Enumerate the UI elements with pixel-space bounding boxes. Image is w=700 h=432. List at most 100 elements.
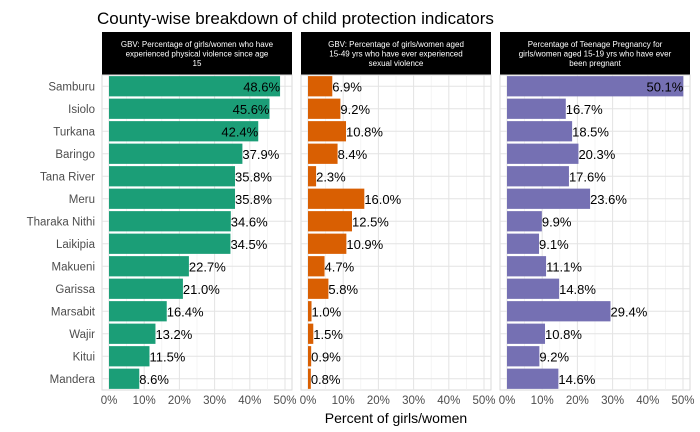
x-tick-label: 50% [273,395,296,407]
x-tick-label: 20% [168,395,191,407]
data-label: 16.7% [566,102,603,117]
x-tick-label: 10% [531,395,554,407]
bar [507,166,569,187]
bar [308,233,347,254]
category-label: Wajir [69,329,95,341]
data-label: 5.8% [328,282,358,297]
bar [507,301,611,322]
bar [507,368,559,389]
category-label: Turkana [53,126,95,138]
data-label: 1.0% [312,304,342,319]
x-tick-label: 30% [601,395,624,407]
facet-strip [500,32,690,75]
data-label: 11.5% [149,349,185,364]
x-tick-label: 50% [671,395,694,407]
data-label: 16.0% [364,192,401,207]
bar [109,278,183,299]
bar [308,166,317,187]
bar [109,121,259,142]
bar [507,346,540,367]
bar [109,76,281,97]
data-label: 35.8% [235,192,272,207]
bar [507,188,591,209]
data-label: 1.5% [313,327,343,342]
data-label: 0.9% [311,349,341,364]
facet-strip-label: sexual violence [369,59,424,68]
bar [507,98,566,119]
category-label: Isiolo [68,104,95,116]
x-tick-label: 40% [636,395,659,407]
facet-strip-label: GBV: Percentage of girls/women who have [121,40,274,49]
bar [109,368,140,389]
facet-strip [301,32,491,75]
data-label: 16.4% [167,304,204,319]
facet-strip-label: Percentage of Teenage Pregnancy for [528,40,663,49]
data-label: 10.8% [346,124,383,139]
x-tick-label: 10% [332,395,355,407]
data-label: 18.5% [572,124,609,139]
category-label: Marsabit [51,306,96,318]
data-label: 37.9% [242,147,279,162]
category-label: Meru [69,194,95,206]
data-label: 9.2% [539,349,569,364]
data-label: 9.1% [539,237,569,252]
facet-strip [102,32,292,75]
x-tick-label: 20% [566,395,589,407]
bar [109,346,150,367]
data-label: 12.5% [352,214,389,229]
data-label: 29.4% [610,304,647,319]
category-label: Garissa [55,284,95,296]
bar [109,166,236,187]
facet-strip-label: 15 [193,59,202,68]
category-label: Makueni [52,261,95,273]
x-tick-label: 40% [437,395,460,407]
data-label: 35.8% [235,169,272,184]
bar [308,278,329,299]
data-label: 4.7% [325,259,355,274]
bar [308,76,333,97]
data-label: 23.6% [590,192,627,207]
data-label: 48.6% [243,79,280,94]
bar [109,143,243,164]
bar [507,278,560,299]
data-label: 9.2% [340,102,370,117]
bar [308,121,347,142]
x-tick-label: 30% [203,395,226,407]
bar [507,256,547,277]
facet-strip-label: 15-49 yrs who have ever experienced [329,50,462,59]
category-label: Kitui [73,351,95,363]
category-label: Samburu [48,81,95,93]
data-label: 21.0% [183,282,220,297]
data-label: 11.1% [546,259,582,274]
bar [109,188,236,209]
data-label: 22.7% [189,259,226,274]
x-tick-label: 0% [499,395,516,407]
data-label: 17.6% [569,169,606,184]
bar [507,233,540,254]
bar [507,143,579,164]
bar [109,98,270,119]
data-label: 10.9% [346,237,383,252]
x-tick-label: 40% [238,395,261,407]
data-label: 50.1% [646,79,683,94]
bar [308,301,312,322]
facet-strip-label: experienced physical violence since age [126,50,269,59]
bar [109,256,189,277]
x-tick-label: 10% [133,395,156,407]
bar [109,301,167,322]
bar [308,323,314,344]
x-tick-label: 0% [101,395,118,407]
category-label: Baringo [55,149,95,161]
bar [109,323,156,344]
facet-strip-label: GBV: Percentage of girls/women aged [328,40,464,49]
bar [507,323,546,344]
bar [308,98,341,119]
data-label: 6.9% [332,79,362,94]
x-tick-label: 20% [367,395,390,407]
data-label: 14.8% [559,282,596,297]
data-label: 42.4% [221,124,258,139]
data-label: 34.6% [231,214,268,229]
chart-title: County-wise breakdown of child protectio… [97,9,494,28]
data-label: 8.6% [139,372,169,387]
